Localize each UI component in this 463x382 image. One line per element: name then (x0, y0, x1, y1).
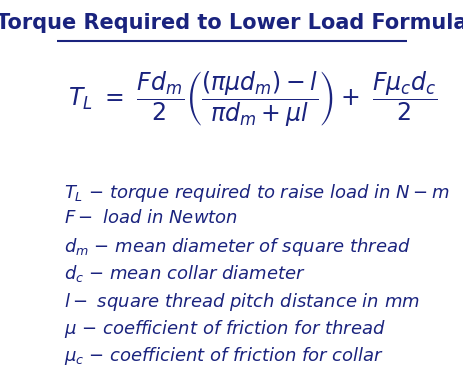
Text: $\mu_c$ $-$ coefficient of friction for collar: $\mu_c$ $-$ coefficient of friction for … (64, 345, 383, 367)
Text: $d_m$ $-$ mean diameter of square thread: $d_m$ $-$ mean diameter of square thread (64, 236, 410, 258)
Text: $d_c$ $-$ mean collar diameter: $d_c$ $-$ mean collar diameter (64, 264, 305, 285)
Text: Torque Required to Lower Load Formula: Torque Required to Lower Load Formula (0, 13, 463, 33)
Text: $l -$ square thread pitch distance in $mm$: $l -$ square thread pitch distance in $m… (64, 291, 419, 313)
Text: $T_L$ $-$ torque required to raise load in $N-m$: $T_L$ $-$ torque required to raise load … (64, 181, 449, 204)
Text: $\mu$ $-$ coefficient of friction for thread: $\mu$ $-$ coefficient of friction for th… (64, 318, 385, 340)
Text: $F -$ load in Newton: $F -$ load in Newton (64, 209, 238, 227)
Text: $T_L \ = \ \dfrac{Fd_m}{2}\left(\dfrac{(\pi\mu d_m) - l}{\pi d_m + \mu l}\right): $T_L \ = \ \dfrac{Fd_m}{2}\left(\dfrac{(… (68, 70, 436, 129)
